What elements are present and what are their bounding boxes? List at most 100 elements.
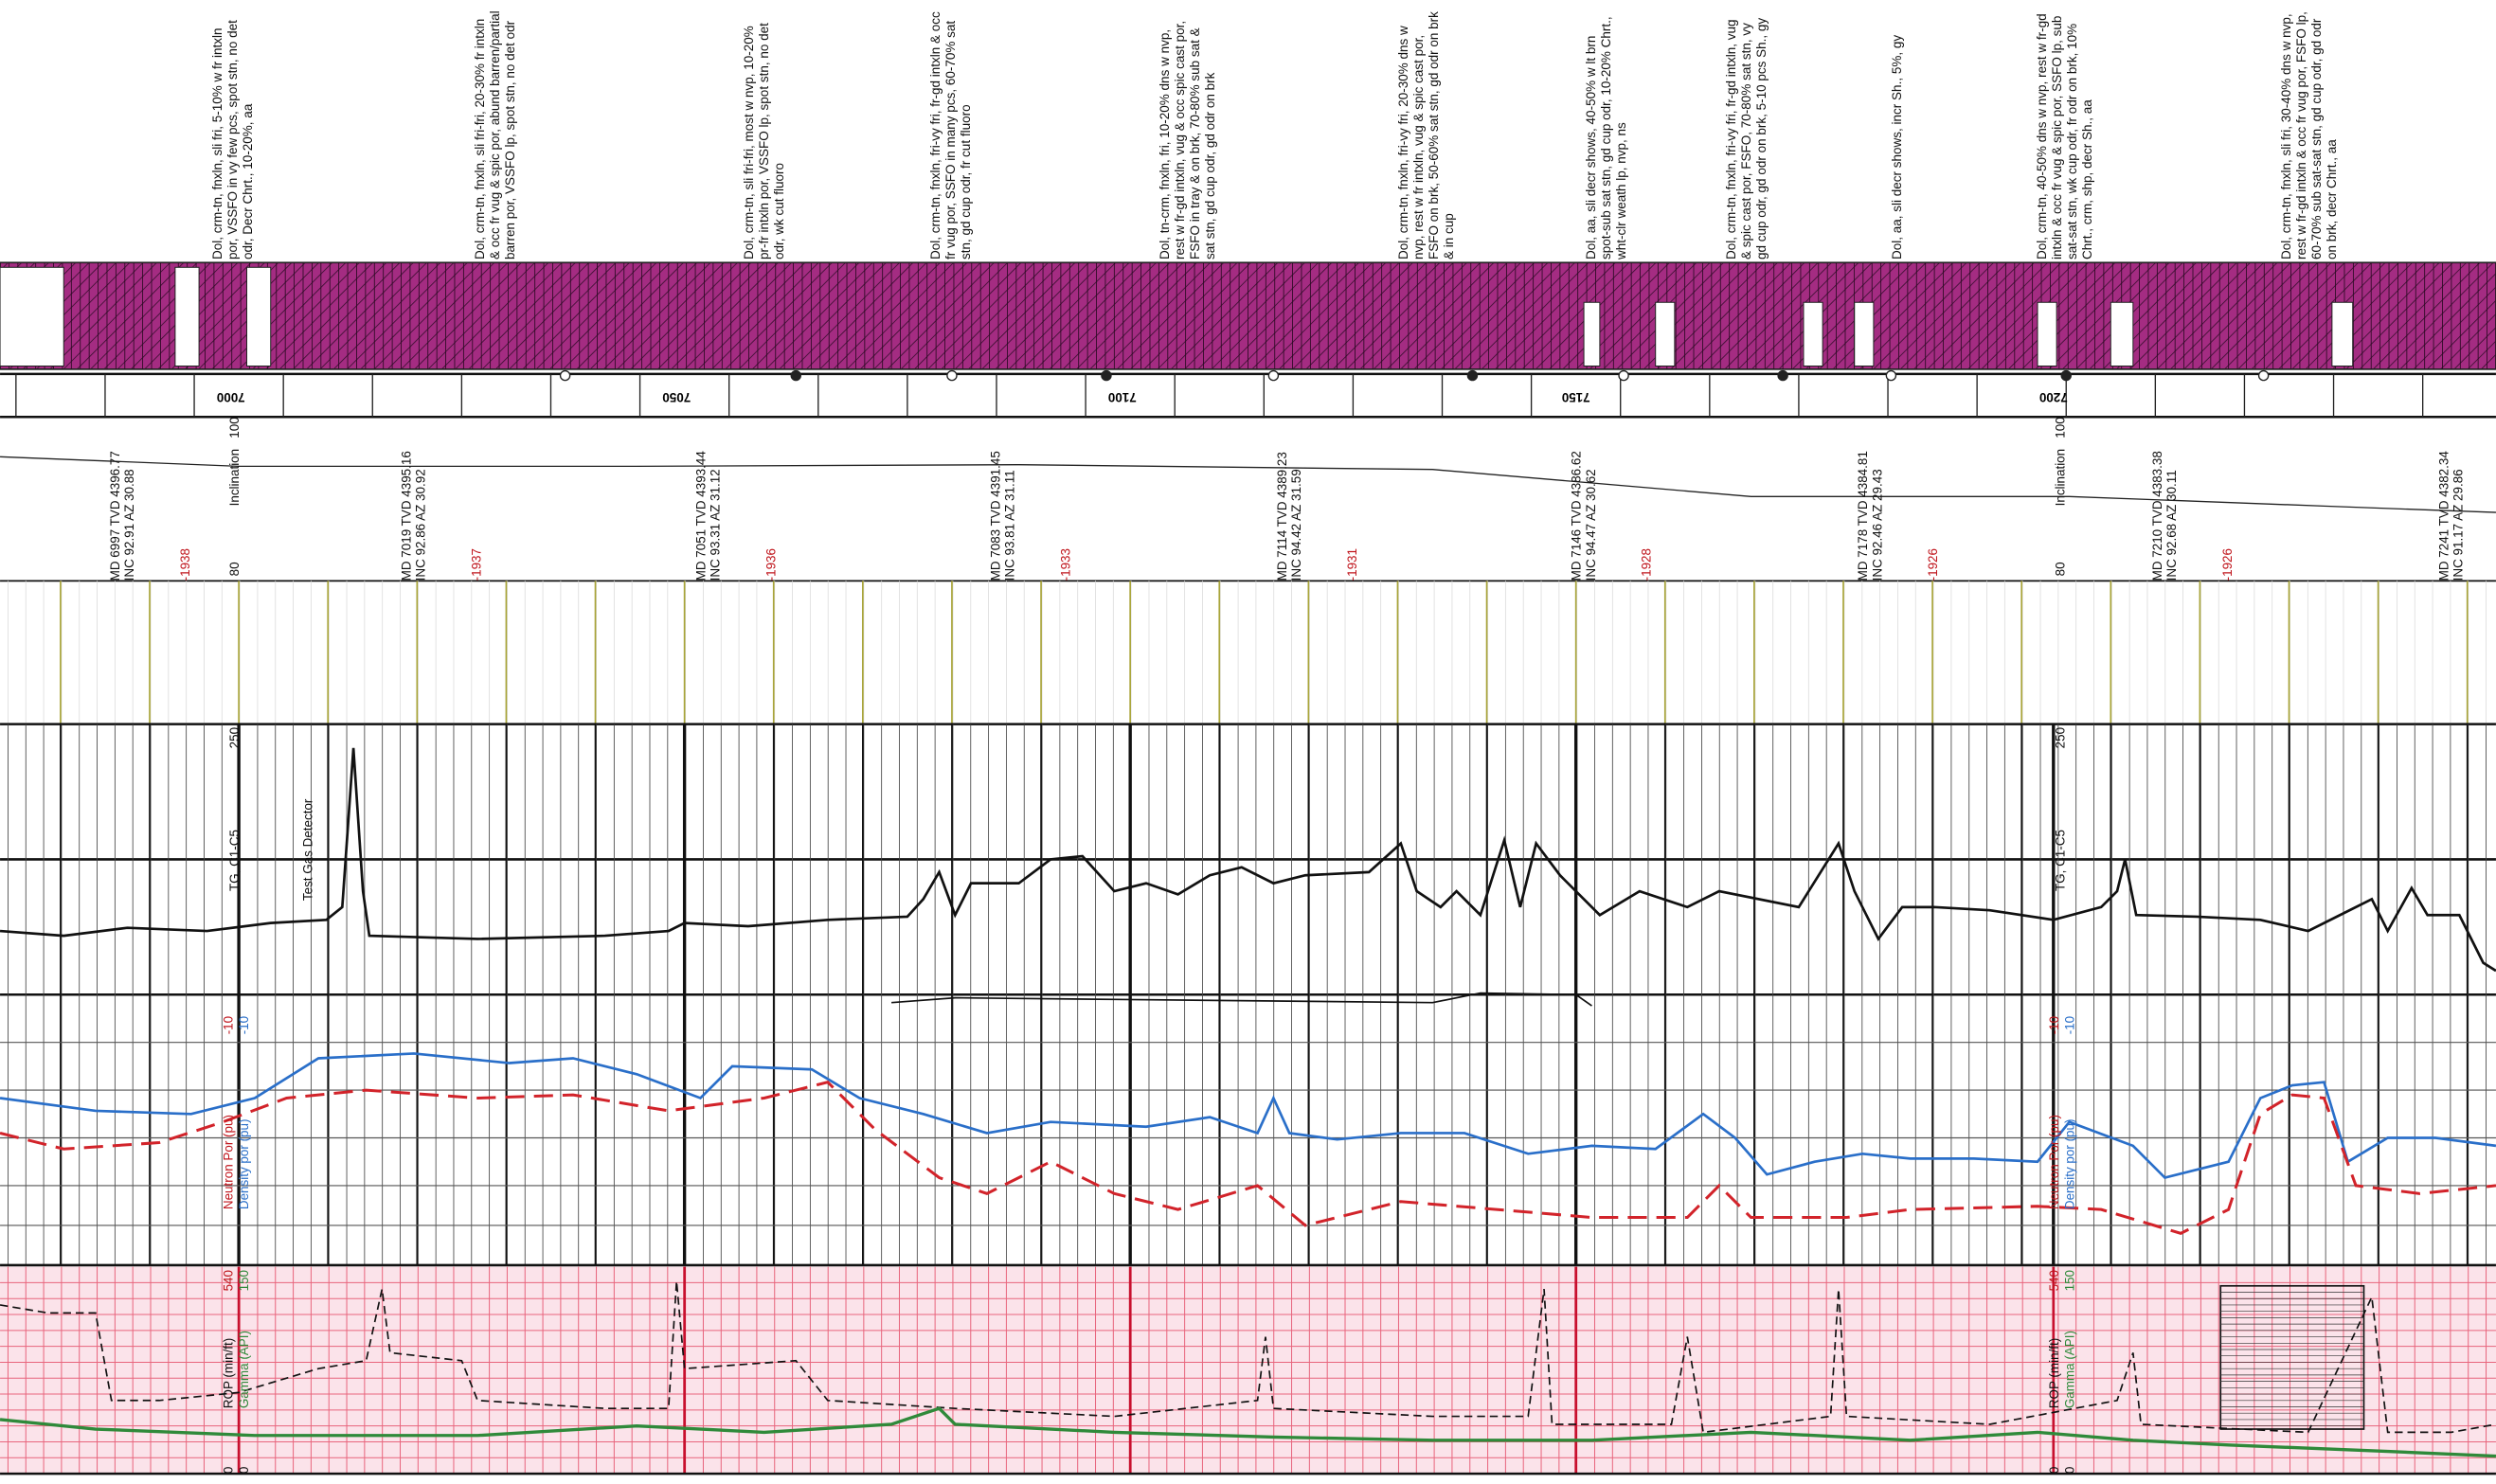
survey-md-tvd: MD 7051 TVD 4393.44: [693, 451, 708, 581]
rop-scale-max: 540: [221, 1270, 235, 1291]
gas-label: TG, C1-C5: [2054, 830, 2068, 891]
neutron-label: Neutron Por (pu): [2047, 1115, 2061, 1209]
lithology-description: Dol, crm-tn, fnxln, fri-vy fri, fr-gd in…: [1724, 8, 1769, 259]
show-symbol: [561, 371, 570, 381]
survey-subsea: -1938: [178, 548, 192, 581]
survey-md-tvd: MD 7083 TVD 4391.45: [988, 451, 1002, 581]
survey-md-tvd: MD 7019 TVD 4395.16: [400, 451, 414, 581]
depth-label: 7200: [2039, 390, 2068, 404]
survey-subsea: -1928: [1640, 548, 1654, 581]
gas-scale-max: 250: [227, 727, 242, 748]
gamma-scale-min: 0: [2063, 1467, 2077, 1474]
neutron-scale: -10: [2047, 1016, 2061, 1034]
rop-scale-min: 0: [2047, 1467, 2061, 1474]
gas-label: TG, C1-C5: [227, 830, 242, 891]
lithology-insert: [2110, 302, 2133, 366]
depth-label: 7050: [662, 390, 691, 404]
show-symbol: [1778, 371, 1787, 381]
lithology-description: Dol, crm-tn, fnxln, sli fri, 5-10% w fr …: [210, 8, 256, 259]
show-symbol: [1102, 371, 1111, 381]
density-scale: -10: [2063, 1016, 2077, 1034]
rop-scale-min: 0: [221, 1467, 235, 1474]
lithology-description: Dol, crm-tn, fnxln, fri-vy fri, 20-30% d…: [1396, 8, 1457, 259]
test-gas-label: Test Gas Detector: [300, 798, 314, 901]
show-symbol: [2061, 371, 2071, 381]
inc-scale-min: 80: [227, 562, 242, 576]
lithology-description: Dol, tn-crm, fnxln, fri, 10-20% dns w nv…: [1158, 8, 1218, 259]
survey-inc-az: INC 92.91 AZ 30.88: [122, 469, 136, 581]
lithology-description: Dol, crm-tn, fnxln, sli fri, 30-40% dns …: [2279, 8, 2340, 259]
depth-label: 7100: [1108, 390, 1137, 404]
gamma-label: Gamma (API): [2063, 1331, 2077, 1408]
lithology-insert: [2038, 302, 2056, 366]
survey-subsea: -1931: [1345, 548, 1359, 581]
rop-scale-max: 540: [2047, 1270, 2061, 1291]
density-porosity-curve: [0, 1053, 2496, 1177]
lithology-description: Dol, crm-tn, 40-50% dns w nvp, rest w fr…: [2035, 8, 2095, 259]
survey-md-tvd: MD 7210 TVD 4383.38: [2150, 451, 2164, 581]
survey-subsea: -1926: [1926, 548, 1940, 581]
inclination-curve: [0, 456, 2496, 512]
inc-scale-max: 100: [2054, 417, 2068, 438]
show-symbol: [1886, 371, 1895, 381]
neutron-label: Neutron Por (pu): [221, 1115, 235, 1209]
show-symbol: [947, 371, 957, 381]
lithology-description: Dol, crm-tn, sli fri-fri, most w nvp, 10…: [742, 8, 787, 259]
lithology-insert: [1804, 302, 1823, 366]
rop-label: ROP (min/ft): [221, 1338, 235, 1408]
density-label: Density por (pu): [2063, 1119, 2077, 1210]
show-symbol: [791, 371, 800, 381]
lithology-description: Dol, crm-tn, fnxln, fri-vy fri, fr-gd in…: [928, 8, 974, 259]
lithology-insert: [175, 267, 199, 366]
rop-label: ROP (min/ft): [2047, 1338, 2061, 1408]
survey-inc-az: INC 92.68 AZ 30.11: [2164, 470, 2179, 581]
neutron-porosity-curve: [0, 1082, 2496, 1234]
gas-scale-max: 250: [2054, 727, 2068, 748]
lithology-description: Dol, aa, sli decr shows, incr Sh., 5%, g…: [1890, 8, 1905, 259]
density-label: Density por (pu): [237, 1119, 251, 1210]
mud-log: 70007050710071507200MD 6997 TVD 4396.77I…: [0, 0, 2496, 1484]
lithology-insert: [1855, 302, 1874, 366]
density-scale: -10: [237, 1016, 251, 1034]
gamma-scale-max: 150: [2063, 1270, 2077, 1291]
survey-inc-az: INC 91.17 AZ 29.86: [2451, 469, 2466, 581]
lithology-insert: [1656, 302, 1675, 366]
rop-track: [0, 1267, 2496, 1474]
lithology-insert: [247, 267, 271, 366]
survey-inc-az: INC 94.47 AZ 30.62: [1584, 469, 1598, 581]
survey-md-tvd: MD 7241 TVD 4382.34: [2437, 451, 2451, 581]
show-symbol: [1619, 371, 1628, 381]
gamma-scale-max: 150: [237, 1270, 251, 1291]
lithology-insert: [1584, 302, 1600, 366]
inc-scale-max: 100: [227, 417, 242, 438]
survey-inc-az: INC 93.81 AZ 31.11: [1002, 470, 1016, 581]
show-symbol: [1268, 371, 1278, 381]
survey-md-tvd: MD 7178 TVD 4384.81: [1856, 451, 1870, 581]
depth-label: 7000: [217, 390, 245, 404]
gamma-scale-min: 0: [237, 1467, 251, 1474]
lithology-insert: [0, 267, 63, 366]
inclination-label: Inclination: [2054, 449, 2068, 507]
inclination-label: Inclination: [227, 449, 242, 507]
lithology-insert: [2332, 302, 2353, 366]
gamma-label: Gamma (API): [237, 1331, 251, 1408]
survey-subsea: -1933: [1058, 548, 1072, 581]
show-symbol: [1467, 371, 1477, 381]
survey-md-tvd: MD 6997 TVD 4396.77: [108, 451, 122, 581]
depth-label: 7150: [1562, 390, 1590, 404]
survey-subsea: -1937: [470, 548, 484, 581]
survey-subsea: -1936: [763, 548, 778, 581]
lithology-description: Dol, crm-tn, fnxln, sli fri-fri, 20-30% …: [473, 8, 518, 259]
survey-inc-az: INC 92.86 AZ 30.92: [414, 469, 428, 581]
survey-inc-az: INC 92.46 AZ 29.43: [1870, 469, 1884, 581]
survey-inc-az: INC 93.31 AZ 31.12: [709, 469, 723, 581]
survey-inc-az: INC 94.42 AZ 31.59: [1289, 469, 1303, 581]
survey-subsea: -1926: [2220, 548, 2235, 581]
survey-md-tvd: MD 7146 TVD 4386.62: [1570, 451, 1584, 581]
log-drawing: 70007050710071507200MD 6997 TVD 4396.77I…: [0, 0, 2496, 1484]
lithology-description: Dol, aa, sli decr shows, 40-50% w lt brn…: [1584, 8, 1629, 259]
neutron-scale: -10: [221, 1016, 235, 1034]
show-symbol: [2259, 371, 2269, 381]
survey-md-tvd: MD 7114 TVD 4389.23: [1275, 452, 1289, 581]
inc-scale-min: 80: [2054, 562, 2068, 576]
